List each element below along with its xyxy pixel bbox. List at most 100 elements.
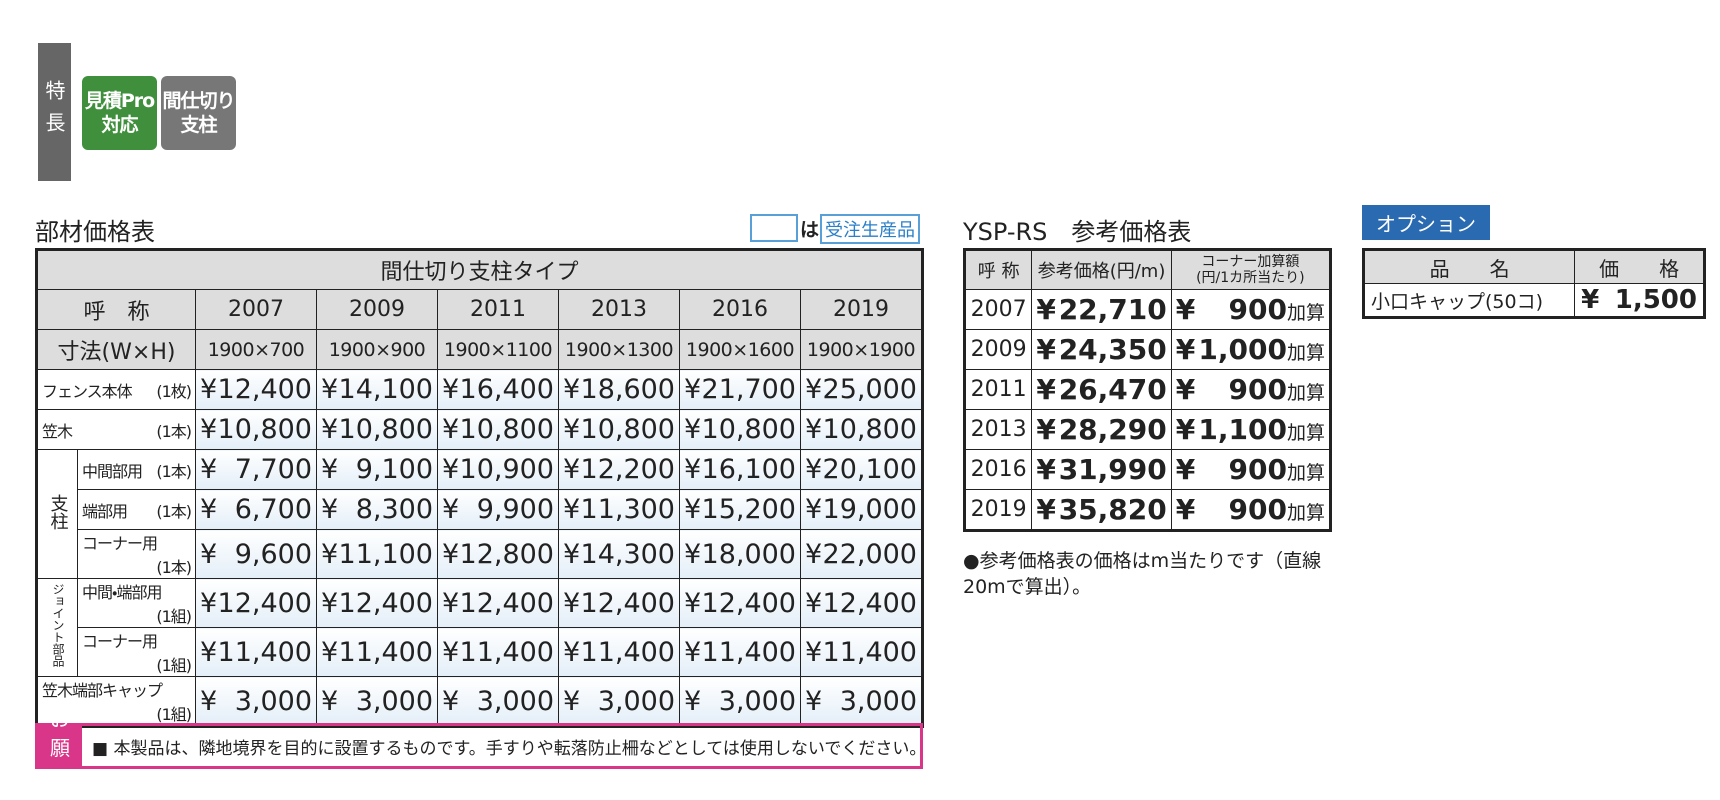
currency: ¥	[442, 636, 460, 668]
currency: ¥	[321, 374, 339, 405]
corner-cell: ¥1,000加算	[1170, 329, 1332, 370]
badge-line: 対応	[101, 114, 138, 136]
currency: ¥	[805, 494, 823, 525]
item-unit: (1本)	[156, 461, 192, 481]
price: 11,400	[822, 636, 917, 668]
currency: ¥	[805, 538, 823, 570]
price-cell: ¥31,990	[1031, 449, 1172, 490]
data-row: 2019 ¥35,820 ¥900加算	[963, 489, 1332, 531]
suffix: 加算	[1286, 462, 1325, 484]
price-cell: ¥3,000	[558, 676, 680, 727]
price: 3,000	[839, 685, 917, 717]
currency: ¥	[442, 494, 460, 525]
price: 12,400	[701, 587, 796, 619]
price-cell: ¥25,000	[800, 369, 923, 410]
column-header: 2007	[195, 289, 317, 330]
reference-table: 呼 称参考価格(円/m) コーナー加算額 (円/1カ所当たり) 2007 ¥22,710…	[963, 248, 1332, 532]
corner-amount: 1,000加算	[1198, 333, 1325, 366]
amount: 900	[1228, 373, 1287, 406]
price: 31,990	[1058, 453, 1167, 486]
price: 12,400	[217, 374, 312, 405]
currency: ¥	[442, 587, 460, 619]
size-cell: 1900×1300	[558, 329, 680, 370]
data-row: 2007 ¥22,710 ¥900加算	[963, 289, 1332, 330]
price: 12,200	[580, 454, 675, 485]
price: 18,000	[701, 538, 796, 570]
price: 10,800	[459, 414, 554, 445]
currency: ¥	[805, 636, 823, 668]
price-cell: ¥14,100	[316, 369, 438, 410]
price-cell: ¥21,700	[679, 369, 801, 410]
column-header: 参考価格(円/m)	[1031, 249, 1172, 290]
column-header: 2019	[800, 289, 923, 330]
currency: ¥	[805, 414, 823, 445]
item-name: 小口キャップ(50コ)	[1362, 283, 1576, 318]
item-name: 端部用	[82, 501, 128, 521]
price: 15,200	[701, 494, 796, 525]
column-header: 2011	[437, 289, 559, 330]
currency: ¥	[1036, 293, 1056, 326]
item-name: 中間部用	[82, 461, 143, 481]
price: 25,000	[822, 374, 917, 405]
legend-note: は	[800, 219, 820, 241]
price-cell: ¥10,800	[195, 409, 317, 450]
table-title: 部材価格表	[35, 218, 155, 246]
currency: ¥	[1581, 285, 1600, 315]
price-cell: ¥6,700	[195, 489, 317, 530]
notice: お願い ■ 本製品は、隣地境界を目的に設置するものです。手すりや転落防止柵などと…	[35, 707, 926, 789]
currency: ¥	[563, 685, 581, 717]
price: 3,000	[355, 685, 433, 717]
price-cell: ¥11,400	[800, 627, 923, 677]
price-cell: ¥3,000	[195, 676, 317, 727]
corner-amount: 900加算	[1229, 293, 1325, 326]
price: 10,900	[459, 454, 554, 485]
price-cell: ¥11,400	[558, 627, 680, 677]
price: 9,600	[234, 538, 312, 570]
year-cell: 2007	[963, 289, 1033, 330]
price: 16,400	[459, 374, 554, 405]
price: 11,400	[217, 636, 312, 668]
price: 12,400	[822, 587, 917, 619]
price-cell: ¥22,710	[1031, 289, 1172, 330]
currency: ¥	[200, 538, 218, 570]
price: 28,290	[1058, 413, 1167, 446]
price: 11,300	[580, 494, 675, 525]
price: 22,710	[1058, 293, 1167, 326]
item-unit: (1本)	[156, 501, 192, 521]
header-row: 呼 称 2007 2009 2011 2013 2016 2019	[36, 289, 923, 330]
corner-cell: ¥1,100加算	[1170, 409, 1332, 450]
header-row: 間仕切り支柱タイプ	[36, 249, 923, 290]
currency: ¥	[1036, 333, 1056, 366]
corner-cell: ¥900加算	[1170, 369, 1332, 410]
price: 12,400	[338, 587, 433, 619]
corner-cell: ¥900加算	[1170, 289, 1332, 330]
legend-label: 受注生産品	[820, 214, 920, 244]
price-cell: ¥10,800	[558, 409, 680, 450]
badge: 見積Pro 対応	[82, 76, 157, 150]
price-cell: ¥12,400	[800, 578, 923, 628]
item-unit: (1本)	[156, 558, 192, 577]
price-table: 間仕切り支柱タイプ呼 称 2007 2009 2011 2013 2016 2019 寸法(W…	[35, 248, 924, 728]
price: 7,700	[234, 454, 312, 485]
column-header: 2013	[558, 289, 680, 330]
currency: ¥	[1036, 373, 1056, 406]
data-row: 小口キャップ(50コ) ¥1,500	[1362, 283, 1705, 318]
price-cell: ¥3,000	[316, 676, 438, 727]
suffix: 加算	[1286, 422, 1325, 444]
price: 11,400	[701, 636, 796, 668]
currency: ¥	[442, 414, 460, 445]
currency: ¥	[1175, 333, 1196, 366]
price-cell: ¥9,600	[195, 529, 317, 579]
item-name: 笠木端部キャップ	[42, 681, 163, 700]
price: 11,400	[580, 636, 675, 668]
currency: ¥	[200, 494, 218, 525]
price: 20,100	[822, 454, 917, 485]
price-cell: ¥19,000	[800, 489, 923, 530]
price: 3,000	[718, 685, 796, 717]
price-cell: ¥11,400	[437, 627, 559, 677]
badge-line: 間仕切り	[162, 90, 235, 112]
price-cell: ¥28,290	[1031, 409, 1172, 450]
currency: ¥	[805, 374, 823, 405]
currency: ¥	[200, 587, 218, 619]
price: 10,800	[822, 414, 917, 445]
